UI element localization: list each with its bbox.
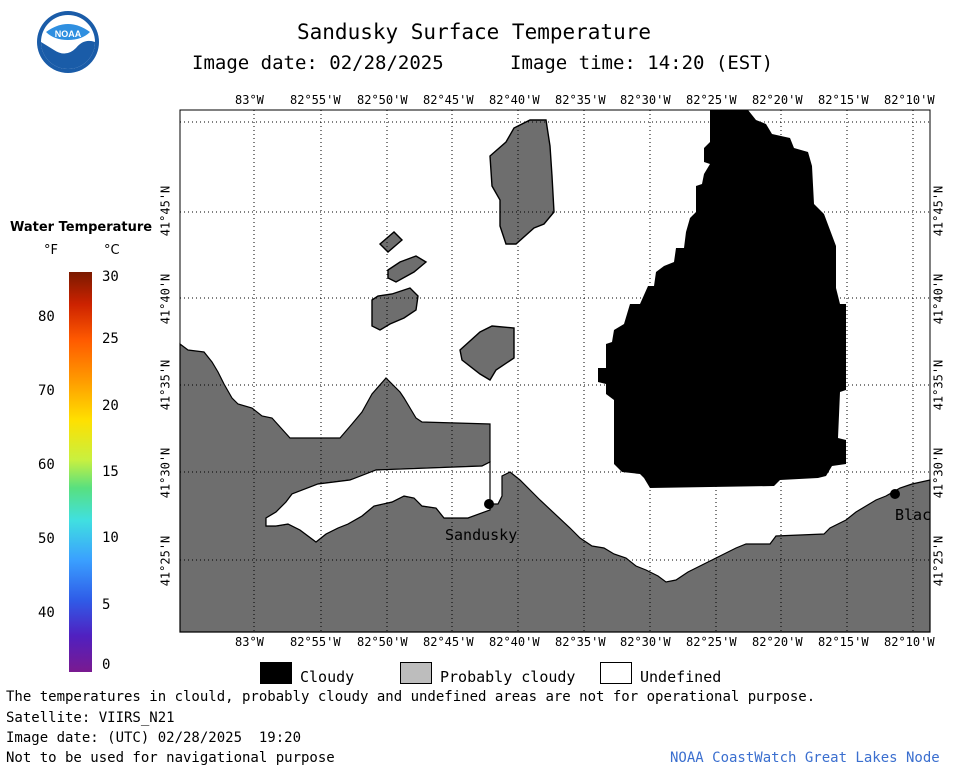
- noaa-logo-text: NOAA: [55, 29, 82, 39]
- legend-swatch-probably-cloudy: [400, 662, 432, 684]
- island-small-2: [387, 255, 428, 283]
- f-tick: 50: [38, 531, 55, 547]
- lon-label: 82°35'W: [555, 635, 606, 649]
- f-tick: 40: [38, 605, 55, 621]
- map-grid: [180, 110, 930, 632]
- lat-label: 41°25'N: [158, 535, 173, 587]
- island-small-1: [378, 231, 404, 253]
- lon-label: 82°35'W: [555, 93, 606, 107]
- lon-label: 82°50'W: [357, 635, 408, 649]
- lat-label: 41°35'N: [158, 359, 173, 411]
- island-kelleys: [489, 119, 555, 245]
- lon-label: 82°55'W: [290, 635, 341, 649]
- lon-label: 82°45'W: [423, 93, 474, 107]
- c-tick: 15: [102, 464, 119, 480]
- legend-label-probably-cloudy: Probably cloudy: [440, 668, 576, 686]
- lon-label: 82°50'W: [357, 93, 408, 107]
- legend-label-undefined: Undefined: [640, 668, 722, 686]
- lat-label: 41°40'N: [931, 273, 946, 325]
- lon-label: 82°45'W: [423, 635, 474, 649]
- legend-swatch-cloudy: [260, 662, 292, 684]
- lat-label: 41°30'N: [931, 447, 946, 499]
- c-tick: 5: [102, 597, 111, 613]
- lon-label: 82°55'W: [290, 93, 341, 107]
- lat-label: 41°40'N: [158, 273, 173, 325]
- city-marker-blac: [890, 489, 900, 499]
- c-tick: 0: [102, 657, 111, 673]
- c-tick: 30: [102, 269, 119, 285]
- footer-nav-warning: Not to be used for navigational purpose: [6, 750, 335, 766]
- city-label-sandusky: Sandusky: [445, 526, 517, 544]
- lon-label: 83°W: [235, 635, 264, 649]
- lon-label: 82°25'W: [686, 635, 737, 649]
- lat-label: 41°35'N: [931, 359, 946, 411]
- page-title: Sandusky Surface Temperature: [297, 20, 652, 44]
- colorbar-title: Water Temperature: [10, 220, 153, 235]
- sandusky-bay: [265, 461, 491, 543]
- noaa-logo: NOAA: [36, 10, 100, 74]
- colorbar-unit-f: °F: [44, 243, 58, 258]
- lon-label: 82°15'W: [818, 635, 869, 649]
- colorbar-unit-c: °C: [104, 243, 120, 258]
- footer-satellite: Satellite: VIIRS_N21: [6, 710, 175, 726]
- lon-label: 82°10'W: [884, 635, 935, 649]
- f-tick: 60: [38, 457, 55, 473]
- city-label-blac: Blac: [895, 506, 931, 524]
- lon-label: 82°15'W: [818, 93, 869, 107]
- lat-label: 41°45'N: [931, 185, 946, 237]
- lon-label: 82°40'W: [489, 93, 540, 107]
- footer-utc-date: Image date: (UTC) 02/28/2025 19:20: [6, 730, 302, 746]
- f-tick: 70: [38, 383, 55, 399]
- c-tick: 10: [102, 530, 119, 546]
- lat-label: 41°30'N: [158, 447, 173, 499]
- footer-disclaimer: The temperatures in clould, probably clo…: [6, 689, 816, 705]
- footer-credit-link[interactable]: NOAA CoastWatch Great Lakes Node: [670, 750, 940, 766]
- lon-label: 82°20'W: [752, 93, 803, 107]
- image-time: Image time: 14:20 (EST): [510, 52, 774, 74]
- f-tick: 80: [38, 309, 55, 325]
- c-tick: 25: [102, 331, 119, 347]
- lon-label: 83°W: [235, 93, 264, 107]
- lon-label: 82°10'W: [884, 93, 935, 107]
- legend-swatch-undefined: [600, 662, 632, 684]
- lat-label: 41°45'N: [158, 185, 173, 237]
- island-small-4: [459, 325, 515, 381]
- image-date: Image date: 02/28/2025: [192, 52, 444, 74]
- lon-label: 82°40'W: [489, 635, 540, 649]
- lat-label: 41°25'N: [931, 535, 946, 587]
- lon-label: 82°30'W: [620, 93, 671, 107]
- lon-label: 82°25'W: [686, 93, 737, 107]
- cloud-mass: [598, 110, 846, 488]
- legend-label-cloudy: Cloudy: [300, 668, 355, 686]
- lon-label: 82°30'W: [620, 635, 671, 649]
- c-tick: 20: [102, 398, 119, 414]
- city-marker-sandusky: [484, 499, 494, 509]
- lon-label: 82°20'W: [752, 635, 803, 649]
- colorbar-gradient: [69, 272, 92, 672]
